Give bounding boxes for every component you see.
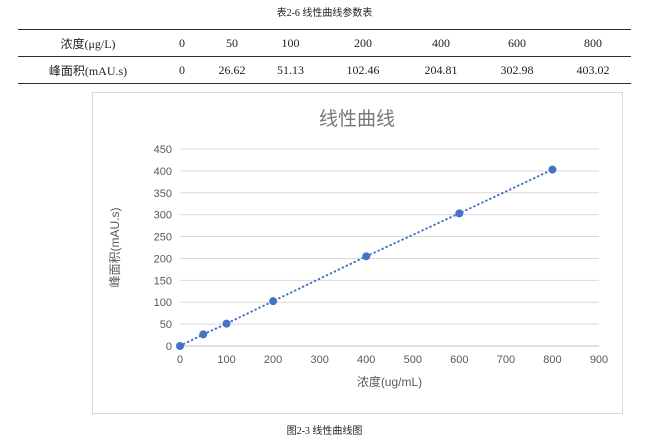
chart-title: 线性曲线 [319, 108, 395, 130]
table-cell: 403.02 [555, 56, 631, 84]
x-tick-label: 0 [177, 354, 183, 366]
y-tick-label: 150 [154, 275, 172, 287]
y-tick-label: 300 [154, 210, 172, 222]
y-tick-label: 450 [154, 144, 172, 156]
y-tick-label: 100 [154, 297, 172, 309]
table-cell: 26.62 [206, 56, 258, 84]
y-tick-label: 50 [160, 319, 172, 331]
table-cell: 302.98 [479, 56, 555, 84]
x-tick-label: 200 [264, 354, 282, 366]
data-point-marker [362, 252, 371, 261]
y-tick-label: 350 [154, 188, 172, 200]
data-point-marker [176, 342, 184, 350]
y-tick-label: 250 [154, 232, 172, 244]
x-tick-label: 600 [450, 354, 468, 366]
table-row: 浓度(μg/L) 0 50 100 200 400 600 800 [18, 29, 631, 57]
table-cell: 0 [158, 56, 206, 84]
table-cell: 800 [555, 29, 631, 57]
linearity-parameters-table: 浓度(μg/L) 0 50 100 200 400 600 800 峰面积(mAU.s) 0… [18, 29, 631, 84]
table-row: 峰面积(mAU.s) 0 26.62 51.13 102.46 204.81 302.98… [18, 56, 631, 84]
x-tick-label: 800 [543, 354, 561, 366]
y-tick-label: 200 [154, 253, 172, 265]
row-header-concentration: 浓度(μg/L) [18, 29, 158, 57]
data-point-marker [199, 330, 208, 339]
table-cell: 50 [206, 29, 258, 57]
data-point-marker [269, 297, 278, 306]
x-tick-label: 400 [357, 354, 375, 366]
data-point-marker [455, 209, 464, 218]
y-tick-label: 400 [154, 166, 172, 178]
x-axis-title: 浓度(ug/mL) [357, 374, 422, 389]
x-tick-label: 700 [497, 354, 515, 366]
x-tick-label: 100 [217, 354, 235, 366]
table-cell: 600 [479, 29, 555, 57]
table-cell: 400 [403, 29, 479, 57]
table-cell: 204.81 [403, 56, 479, 84]
linear-curve-chart: 0 50 100 150 200 250 300 350 400 450 0 100 200 300 400… [108, 108, 608, 389]
table-title: 表2-6 线性曲线参数表 [276, 8, 373, 19]
y-tick-label: 0 [166, 341, 172, 353]
data-point-marker [548, 165, 557, 174]
data-point-marker [222, 319, 231, 328]
x-tick-label: 900 [590, 354, 608, 366]
chart-frame: 0 50 100 150 200 250 300 350 400 450 0 100 200 300 400… [92, 92, 623, 414]
row-header-peak-area: 峰面积(mAU.s) [18, 56, 158, 84]
table-cell: 102.46 [323, 56, 403, 84]
figure-caption: 图2-3 线性曲线图 [286, 426, 363, 437]
table-cell: 100 [258, 29, 323, 57]
table-cell: 0 [158, 29, 206, 57]
x-tick-label: 500 [404, 354, 422, 366]
table-cell: 200 [323, 29, 403, 57]
table-cell: 51.13 [258, 56, 323, 84]
y-axis-title: 峰面积(mAU.s) [108, 208, 122, 288]
x-tick-label: 300 [310, 354, 328, 366]
